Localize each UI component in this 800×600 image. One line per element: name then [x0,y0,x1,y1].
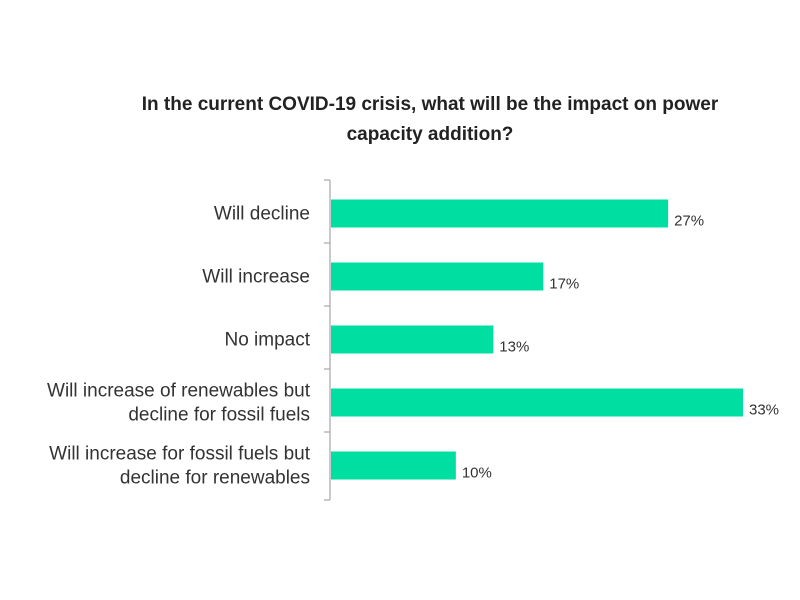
chart-title-line-2: capacity addition? [346,124,514,145]
category-label: decline for fossil fuels [128,405,310,426]
bar [331,199,669,228]
data-label: 13% [499,339,529,356]
category-label: Will increase of renewables but [47,381,311,402]
bar [331,388,743,417]
bar [331,262,544,291]
category-label: No impact [224,330,310,351]
chart-title-line-1: In the current COVID-19 crisis, what wil… [141,94,719,115]
data-label: 27% [674,213,704,230]
category-label: Will increase [202,267,310,288]
bar [331,451,456,480]
category-label: Will increase for fossil fuels but [49,444,311,465]
category-label: Will decline [214,204,310,225]
data-label: 33% [749,402,779,419]
data-label: 10% [462,465,492,482]
bar [331,325,494,354]
chart-title: In the current COVID-19 crisis, what wil… [80,90,780,150]
category-label: decline for renewables [120,468,310,489]
data-label: 17% [549,276,579,293]
